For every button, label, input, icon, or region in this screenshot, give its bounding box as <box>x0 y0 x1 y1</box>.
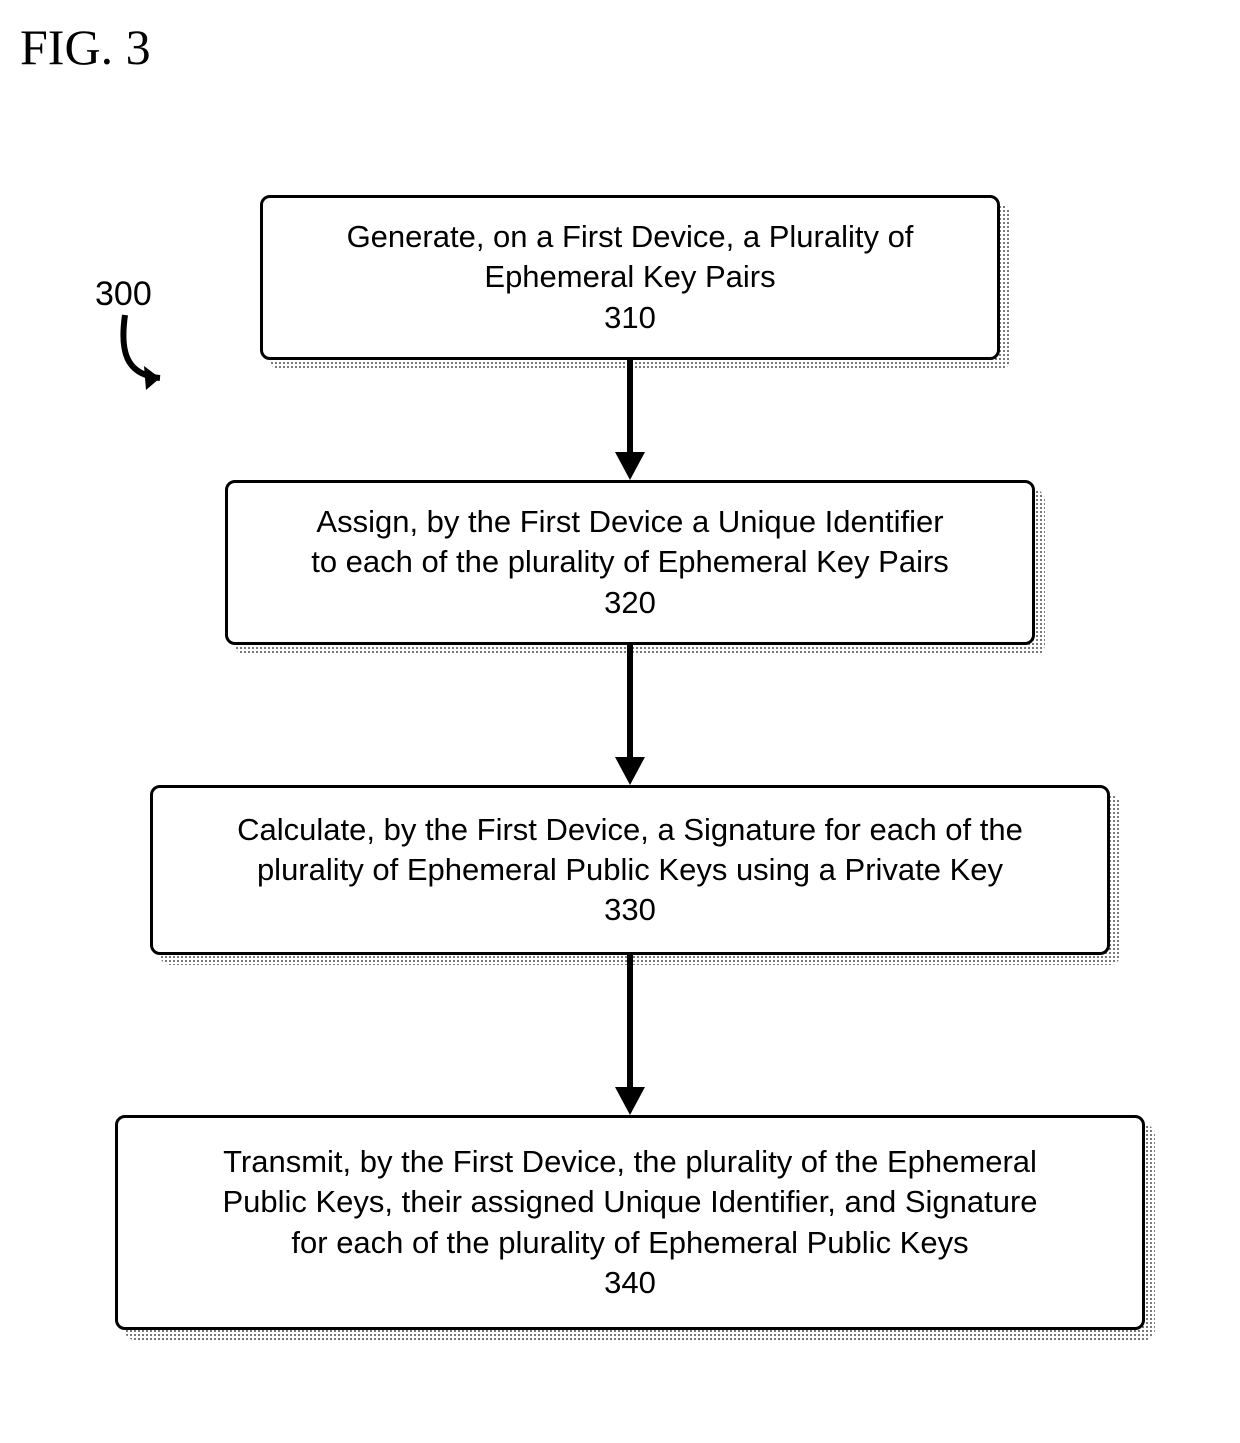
flow-box-text: Transmit, by the First Device, the plura… <box>202 1132 1057 1313</box>
flow-arrow <box>605 645 655 785</box>
flow-box-text: Generate, on a First Device, a Plurality… <box>327 207 934 348</box>
flow-box: Transmit, by the First Device, the plura… <box>115 1115 1145 1330</box>
figure-canvas: FIG. 3 300 Generate, on a First Device, … <box>0 0 1240 1443</box>
flow-box-text: Assign, by the First Device a Unique Ide… <box>291 492 969 633</box>
figure-ref-label: 300 <box>95 275 152 314</box>
flow-box: Generate, on a First Device, a Plurality… <box>260 195 1000 360</box>
flow-arrow <box>605 955 655 1115</box>
figure-title: FIG. 3 <box>20 18 151 76</box>
flow-step-step-320: Assign, by the First Device a Unique Ide… <box>225 480 1045 655</box>
flow-box: Assign, by the First Device a Unique Ide… <box>225 480 1035 645</box>
flow-step-step-330: Calculate, by the First Device, a Signat… <box>150 785 1120 965</box>
ref-arrow <box>100 310 210 400</box>
flow-step-step-340: Transmit, by the First Device, the plura… <box>115 1115 1155 1340</box>
flow-arrow <box>605 360 655 480</box>
flow-box: Calculate, by the First Device, a Signat… <box>150 785 1110 955</box>
flow-box-text: Calculate, by the First Device, a Signat… <box>217 800 1043 941</box>
flow-step-step-310: Generate, on a First Device, a Plurality… <box>260 195 1010 370</box>
